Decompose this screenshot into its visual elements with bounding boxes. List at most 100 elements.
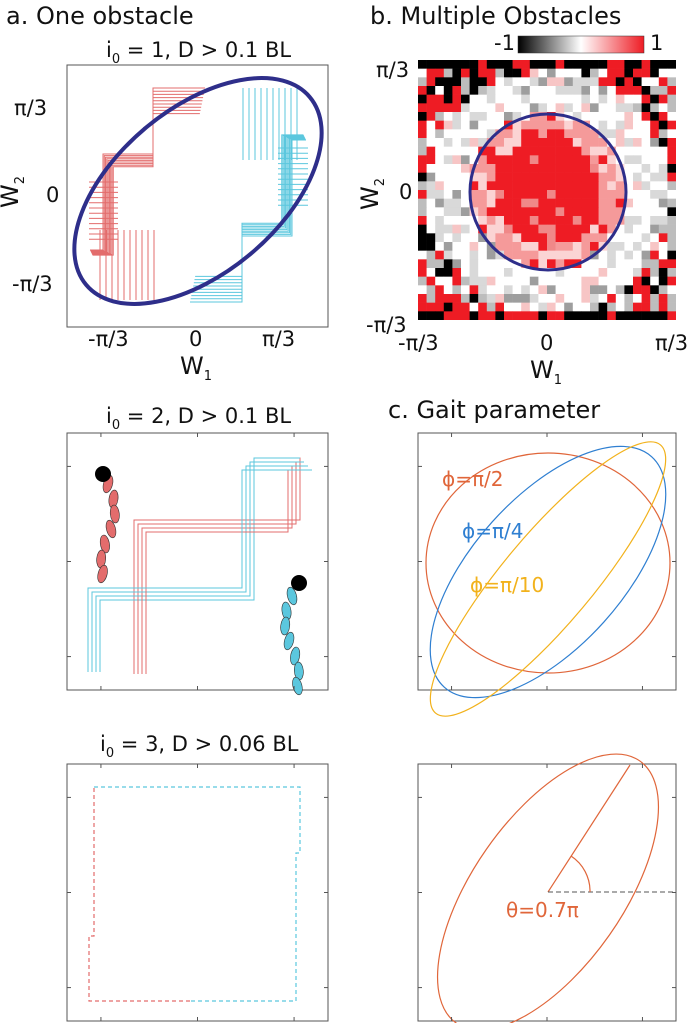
heatmap-cell xyxy=(624,138,634,147)
heatmap-cell xyxy=(641,207,651,217)
heatmap-cell xyxy=(478,60,488,69)
heatmap-cell xyxy=(426,129,436,139)
heatmap-cell xyxy=(469,129,479,139)
a2-red-path xyxy=(137,461,297,674)
heatmap-cell xyxy=(581,259,591,269)
heatmap-cell xyxy=(667,224,676,234)
heatmap-cell xyxy=(590,285,599,295)
heatmap-cell xyxy=(641,138,651,147)
heatmap-cell xyxy=(435,224,445,234)
heatmap-cell xyxy=(658,86,668,95)
heatmap-cell xyxy=(555,77,565,87)
heatmap-cell xyxy=(547,276,556,286)
heatmap-cell xyxy=(564,129,574,139)
heatmap-cell xyxy=(469,146,479,156)
heatmap-cell xyxy=(461,146,470,156)
heatmap-cell xyxy=(521,94,531,104)
heatmap-cell xyxy=(547,77,556,87)
heatmap-cell xyxy=(426,86,436,95)
heatmap-cell xyxy=(469,60,479,69)
heatmap-cell xyxy=(529,224,539,234)
heatmap-cell xyxy=(478,112,488,121)
heatmap-cell xyxy=(538,86,548,95)
heatmap-cell xyxy=(529,242,539,251)
heatmap-cell xyxy=(658,146,668,156)
heatmap-cell xyxy=(521,138,531,147)
heatmap-cell xyxy=(590,129,599,139)
heatmap-cell xyxy=(426,138,436,147)
heatmap-cell xyxy=(486,164,496,173)
heatmap-cell xyxy=(658,190,668,199)
heatmap-cell xyxy=(478,207,488,217)
heatmap-cell xyxy=(504,233,513,243)
panel-a3-title: i0 = 3, D > 0.06 BL xyxy=(100,732,299,761)
heatmap-cell xyxy=(435,77,445,87)
heatmap-cell xyxy=(564,190,574,199)
heatmap-cell xyxy=(435,60,445,69)
heatmap-cell xyxy=(452,276,462,286)
heatmap-cell xyxy=(607,138,617,147)
heatmap-cell xyxy=(598,190,608,199)
heatmap-cell xyxy=(443,94,453,104)
heatmap-cell xyxy=(495,68,505,78)
heatmap-cell xyxy=(633,86,642,95)
heatmap-cell xyxy=(461,164,470,173)
heatmap-cell xyxy=(607,259,617,269)
heatmap-cell xyxy=(478,216,488,225)
heatmap-cell xyxy=(504,268,513,277)
heatmap-cell xyxy=(667,198,676,208)
heatmap-cell xyxy=(547,181,556,191)
heatmap-cell xyxy=(478,294,488,303)
heatmap-cell xyxy=(633,103,642,113)
heatmap-cell xyxy=(615,86,625,95)
heatmap-cell xyxy=(615,294,625,303)
heatmap-cell xyxy=(564,120,574,130)
heatmap-cell xyxy=(624,242,634,251)
heatmap-cell xyxy=(495,60,505,69)
heatmap-cell xyxy=(633,302,642,312)
heatmap-cell xyxy=(426,94,436,104)
heatmap-cell xyxy=(512,268,522,277)
heatmap-cell xyxy=(521,259,531,269)
heatmap-cell xyxy=(452,129,462,139)
heatmap-cell xyxy=(426,146,436,156)
heatmap-cell xyxy=(547,285,556,295)
heatmap-cell xyxy=(435,268,445,277)
heatmap-cell xyxy=(443,103,453,113)
heatmap-cell xyxy=(615,146,625,156)
heatmap-cell xyxy=(435,233,445,243)
heatmap-cell xyxy=(538,224,548,234)
c2-major-axis-line xyxy=(547,764,631,893)
heatmap-cell xyxy=(650,172,660,182)
heatmap-cell xyxy=(598,129,608,139)
a1-red-trajectory xyxy=(91,100,203,254)
heatmap-cell xyxy=(521,164,531,173)
heatmap-cell xyxy=(607,155,617,165)
heatmap-cell xyxy=(607,172,617,182)
heatmap-cell xyxy=(598,60,608,69)
heatmap-cell xyxy=(547,268,556,277)
section-c-title: c. Gait parameter xyxy=(388,396,601,424)
heatmap-cell xyxy=(581,155,591,165)
heatmap-cell xyxy=(615,120,625,130)
heatmap-cell xyxy=(443,242,453,251)
heatmap-cell xyxy=(667,112,676,121)
heatmap-cell xyxy=(615,190,625,199)
heatmap-cell xyxy=(598,294,608,303)
heatmap-cell xyxy=(529,198,539,208)
a1-red-trajectory xyxy=(90,90,205,252)
heatmap-cell xyxy=(504,311,513,320)
heatmap-cell xyxy=(512,155,522,165)
heatmap-cell xyxy=(607,198,617,208)
heatmap-cell xyxy=(443,285,453,295)
heatmap-cell xyxy=(633,60,642,69)
heatmap-cell xyxy=(615,181,625,191)
heatmap-cell xyxy=(461,155,470,165)
cyan-snake-segment xyxy=(290,646,301,666)
heatmap-cell xyxy=(478,302,488,312)
heatmap-cell xyxy=(590,94,599,104)
heatmap-cell xyxy=(478,285,488,295)
heatmap-cell xyxy=(418,268,427,277)
heatmap-cell xyxy=(418,103,427,113)
heatmap-cell xyxy=(452,146,462,156)
